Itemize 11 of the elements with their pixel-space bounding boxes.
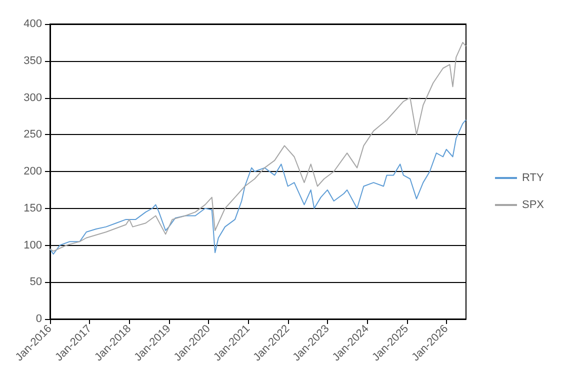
y-tick-label: 50 xyxy=(30,276,42,288)
y-tick-label: 0 xyxy=(36,313,42,325)
y-tick-label: 400 xyxy=(24,18,42,30)
y-tick-label: 150 xyxy=(24,202,42,214)
y-tick-label: 300 xyxy=(24,92,42,104)
y-tick-label: 100 xyxy=(24,239,42,252)
legend-label: SPX xyxy=(522,199,545,211)
y-tick-label: 200 xyxy=(24,166,42,178)
y-tick-label: 350 xyxy=(24,54,42,67)
legend-label: RTY xyxy=(522,172,544,184)
y-tick-label: 250 xyxy=(24,128,42,141)
